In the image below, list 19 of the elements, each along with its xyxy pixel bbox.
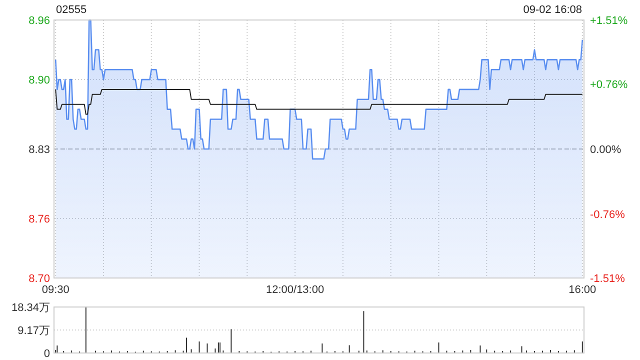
y2-tick-label: +1.51% [590,14,628,27]
y-tick-label: 18.34万 [11,302,50,314]
text: 09-02 16:08 [523,4,582,16]
chart-title: 02555 [56,4,87,16]
y-tick-label: 8.90 [28,74,50,86]
y-tick-label: 9.17万 [18,324,50,337]
x-tick-label: 12:00/13:00 [266,284,324,296]
y-tick-label: 8.70 [28,272,50,285]
y2-tick-label: +0.76% [590,78,628,91]
y-tick-label: 8.96 [28,14,50,27]
y-tick-label: 0 [44,348,50,360]
y2-tick-label: 0.00% [590,144,622,156]
y-tick-label: 8.83 [28,144,50,156]
y2-tick-label: -0.76% [590,208,626,221]
x-tick-label: 16:00 [568,284,596,296]
y2-tick-label: -1.51% [590,272,626,285]
x-tick-label: 09:30 [42,284,70,296]
line-series [55,88,583,115]
y-tick-label: 8.76 [28,213,50,226]
